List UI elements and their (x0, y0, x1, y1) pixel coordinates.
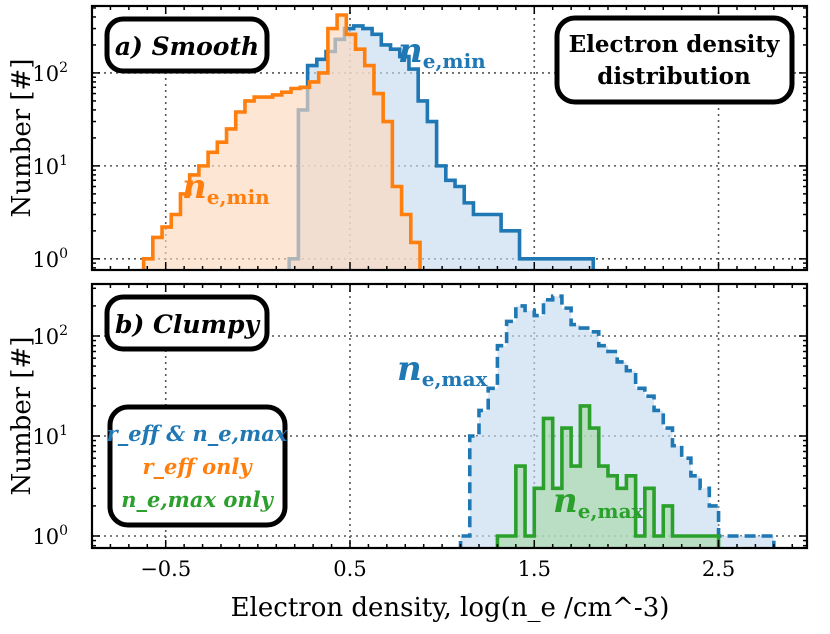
panel-label: a) Smooth (115, 32, 259, 61)
tick-base: 10 (32, 248, 59, 272)
series-1-line (495, 404, 721, 548)
panel-label: b) Clumpy (115, 310, 261, 339)
label-main: n (553, 481, 578, 521)
legend-entry-1: r_eff only (142, 454, 253, 479)
series-label-ne-min-orange: ne,min (182, 167, 270, 209)
series-1-fill (143, 14, 421, 270)
x-tick-label-1: 0.5 (333, 557, 366, 581)
x-tick-label-3: 2.5 (702, 557, 735, 581)
y-tick-label-2: 102 (32, 60, 68, 86)
label-sub: e,max (578, 499, 645, 523)
tick-base: 10 (32, 525, 59, 549)
series-label-ne-min-blue: ne,min (398, 31, 486, 73)
y-tick-label-1: 101 (32, 153, 68, 179)
title-box (554, 15, 795, 105)
series-label-ne-max-blue: ne,max (397, 349, 489, 391)
series-group (141, 13, 596, 270)
tick-exp: 2 (59, 323, 68, 339)
panel-label-box (104, 294, 270, 352)
series-1-line (141, 13, 422, 270)
tick-exp: 0 (59, 523, 68, 539)
label-sub: e,min (423, 49, 486, 73)
series-label-ne-max-green: ne,max (553, 481, 645, 523)
label-main: n (398, 31, 423, 71)
y-axis-label: Number [#] (7, 337, 37, 496)
y-axis-label: Number [#] (7, 59, 37, 218)
series-0-fill (460, 296, 774, 548)
x-tick-label-0: −0.5 (140, 557, 191, 581)
chart-title-line-2: distribution (597, 63, 751, 90)
legend-entry-0: r_eff & n_e,max (107, 421, 288, 446)
y-tick-label-1: 101 (32, 423, 68, 449)
legend-entry-2: n_e,max only (121, 487, 274, 512)
axes-frame (90, 282, 809, 550)
x-tick-label-2: 1.5 (518, 557, 551, 581)
label-sub: e,min (207, 185, 270, 209)
tick-exp: 1 (59, 423, 68, 439)
y-tick-label-0: 100 (32, 246, 68, 272)
tick-base: 10 (32, 155, 59, 179)
tick-exp: 2 (59, 60, 68, 76)
tick-exp: 0 (59, 246, 68, 262)
label-sub: e,max (422, 367, 489, 391)
tick-base: 10 (32, 62, 59, 86)
x-axis-label: Electron density, log(n_e /cm^-3) (231, 593, 670, 623)
chart-title-line-1: Electron density (569, 31, 780, 58)
y-tick-label-2: 102 (32, 323, 68, 349)
tick-base: 10 (32, 325, 59, 349)
label-main: n (397, 349, 422, 389)
y-tick-label-0: 100 (32, 523, 68, 549)
tick-base: 10 (32, 425, 59, 449)
legend-box (107, 404, 288, 528)
series-group (458, 294, 776, 548)
label-main: n (182, 167, 207, 207)
tick-exp: 1 (59, 153, 68, 169)
panel-label-box (104, 16, 270, 74)
